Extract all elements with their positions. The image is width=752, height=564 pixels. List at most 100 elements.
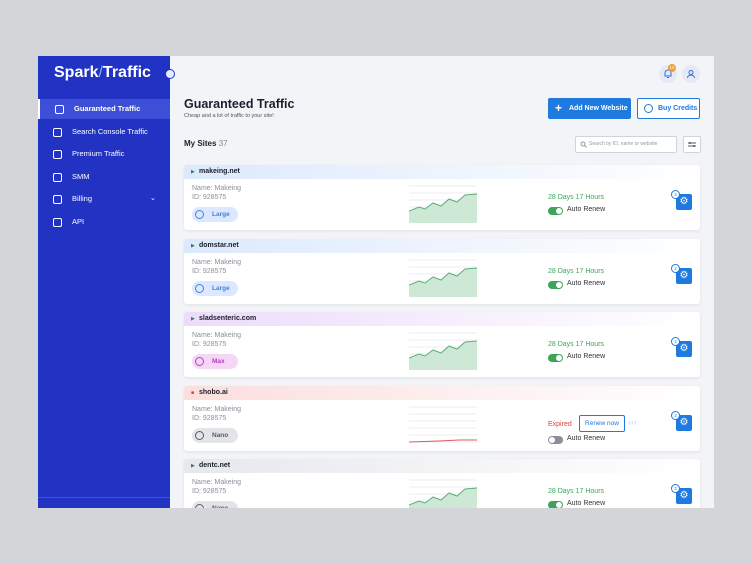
marker: ▶ [191, 169, 195, 175]
buy-credits-button[interactable]: Buy Credits [637, 98, 700, 119]
menu-label: Guaranteed Traffic [74, 104, 141, 113]
auto-renew-toggle[interactable] [548, 435, 563, 444]
settings-badge: 2 [671, 337, 680, 346]
page-title: Guaranteed Traffic [184, 97, 295, 111]
menu-item[interactable]: Billing ⌄ [38, 189, 170, 209]
auto-renew-label: Auto Renew [567, 279, 606, 287]
divider [38, 497, 170, 498]
chevrons: ‹‹‹ [628, 416, 637, 427]
site-name: Name: Makeing [192, 405, 242, 413]
auto-renew-toggle[interactable] [548, 501, 563, 508]
auto-renew-label: Auto Renew [567, 500, 606, 507]
site-name: Name: Makeing [192, 185, 242, 192]
card-header [184, 385, 700, 400]
marker: ▶ [191, 242, 195, 249]
menu-item[interactable]: SMM [38, 167, 170, 187]
toggle-knob [556, 208, 562, 214]
auto-renew-label: Auto Renew [567, 434, 606, 442]
button-label: Add New Website [569, 105, 628, 112]
site-name: Name: Makeing [192, 479, 242, 486]
sparkline [409, 332, 477, 370]
auto-renew-toggle[interactable] [548, 354, 563, 362]
site-id: ID: 928575 [192, 341, 227, 348]
brand: Spark/Traffic [54, 64, 151, 81]
status: 28 Days 17 Hours [548, 267, 605, 275]
auto-renew-toggle[interactable] [548, 207, 563, 215]
settings-button[interactable]: ⚙ [676, 414, 692, 431]
settings-button[interactable]: ⚙ [676, 488, 692, 504]
plan-icon [195, 210, 204, 219]
page-subtitle: Cheap and a lot of traffic to your site! [184, 113, 274, 119]
add-website-button[interactable]: + Add New Website [548, 98, 631, 119]
card-header [184, 238, 700, 253]
menu-label: Billing [72, 194, 93, 203]
plan-badge: Large [192, 280, 238, 296]
site-card: ▶ domstar.net Name: Makeing ID: 928575 Large… [184, 238, 700, 304]
domain: sladsenteric.com [199, 315, 257, 322]
filter-button[interactable] [683, 136, 701, 153]
domain: domstar.net [199, 241, 239, 249]
site-card: ▶ dentc.net Name: Makeing ID: 928575 Nano 28 … [184, 459, 700, 508]
plan-label: Large [212, 211, 230, 218]
auto-renew-label: Auto Renew [567, 353, 606, 360]
toggle-knob [556, 355, 562, 361]
menu-item[interactable]: Guaranteed Traffic [38, 99, 170, 119]
card-header [184, 459, 700, 473]
plan-label: Large [212, 284, 230, 292]
settings-badge: 2 [671, 263, 680, 273]
plan-badge: Large [192, 207, 238, 222]
card-header [184, 312, 700, 326]
app-window: Spark/Traffic Guaranteed Traffic Search C… [38, 56, 714, 508]
collapse-button[interactable] [165, 69, 175, 79]
renew-button[interactable]: Renew now [579, 414, 625, 432]
domain: dentc.net [199, 462, 231, 469]
site-id: ID: 928575 [192, 414, 227, 422]
sites-count: 37 [218, 139, 228, 148]
site-id: ID: 928575 [192, 194, 227, 201]
auto-renew-label: Auto Renew [567, 206, 606, 213]
menu-item[interactable]: Search Console Traffic [38, 122, 170, 142]
menu-label: API [72, 216, 85, 226]
sites-label: My Sites [184, 139, 217, 148]
plan-label: Max [212, 358, 225, 365]
auto-renew-toggle[interactable] [548, 280, 563, 289]
toggle-knob [556, 281, 562, 288]
site-id: ID: 928575 [192, 267, 227, 275]
status: 28 Days 17 Hours [548, 194, 605, 201]
toggle-knob [549, 436, 555, 443]
settings-badge: 2 [671, 410, 680, 420]
settings-button[interactable]: ⚙ [676, 267, 692, 284]
sparkline [409, 406, 477, 442]
toggle-knob [556, 502, 562, 508]
marker: ▶ [191, 463, 195, 469]
menu-item[interactable]: Premium Traffic [38, 144, 170, 164]
site-card: ▶ sladsenteric.com Name: Makeing ID: 928575… [184, 312, 700, 377]
plan-badge: Nano [192, 427, 238, 443]
settings-badge: 2 [671, 190, 680, 199]
menu-label: Premium Traffic [72, 149, 125, 158]
sparkline [409, 479, 477, 508]
search-box[interactable]: Search by ID, name or website [575, 136, 677, 153]
status: Expired [548, 420, 572, 428]
settings-button[interactable]: ⚙ [676, 341, 692, 357]
settings-badge: 2 [671, 484, 680, 493]
brand-part: Spark [54, 64, 99, 81]
plan-icon [195, 430, 204, 440]
search-placeholder: Search by ID, name or website [589, 141, 658, 147]
user-menu[interactable] [682, 65, 700, 83]
settings-button[interactable]: ⚙ [676, 194, 692, 210]
menu-item[interactable]: API [38, 212, 170, 232]
site-card: ▶ makeing.net Name: Makeing ID: 928575 Large… [184, 165, 700, 230]
site-id: ID: 928575 [192, 488, 227, 495]
domain: makeing.net [199, 168, 240, 175]
marker: ■ [191, 389, 195, 396]
sparkline [409, 259, 477, 297]
domain: shobo.ai [199, 388, 228, 396]
site-card: ■ shobo.ai Name: Makeing ID: 928575 Nano Expi… [184, 385, 700, 451]
site-name: Name: Makeing [192, 332, 242, 339]
sidebar: Spark/Traffic Guaranteed Traffic Search C… [38, 56, 170, 508]
plan-icon [195, 504, 204, 508]
brand-part: Traffic [102, 64, 151, 81]
status: 28 Days 17 Hours [548, 341, 605, 348]
